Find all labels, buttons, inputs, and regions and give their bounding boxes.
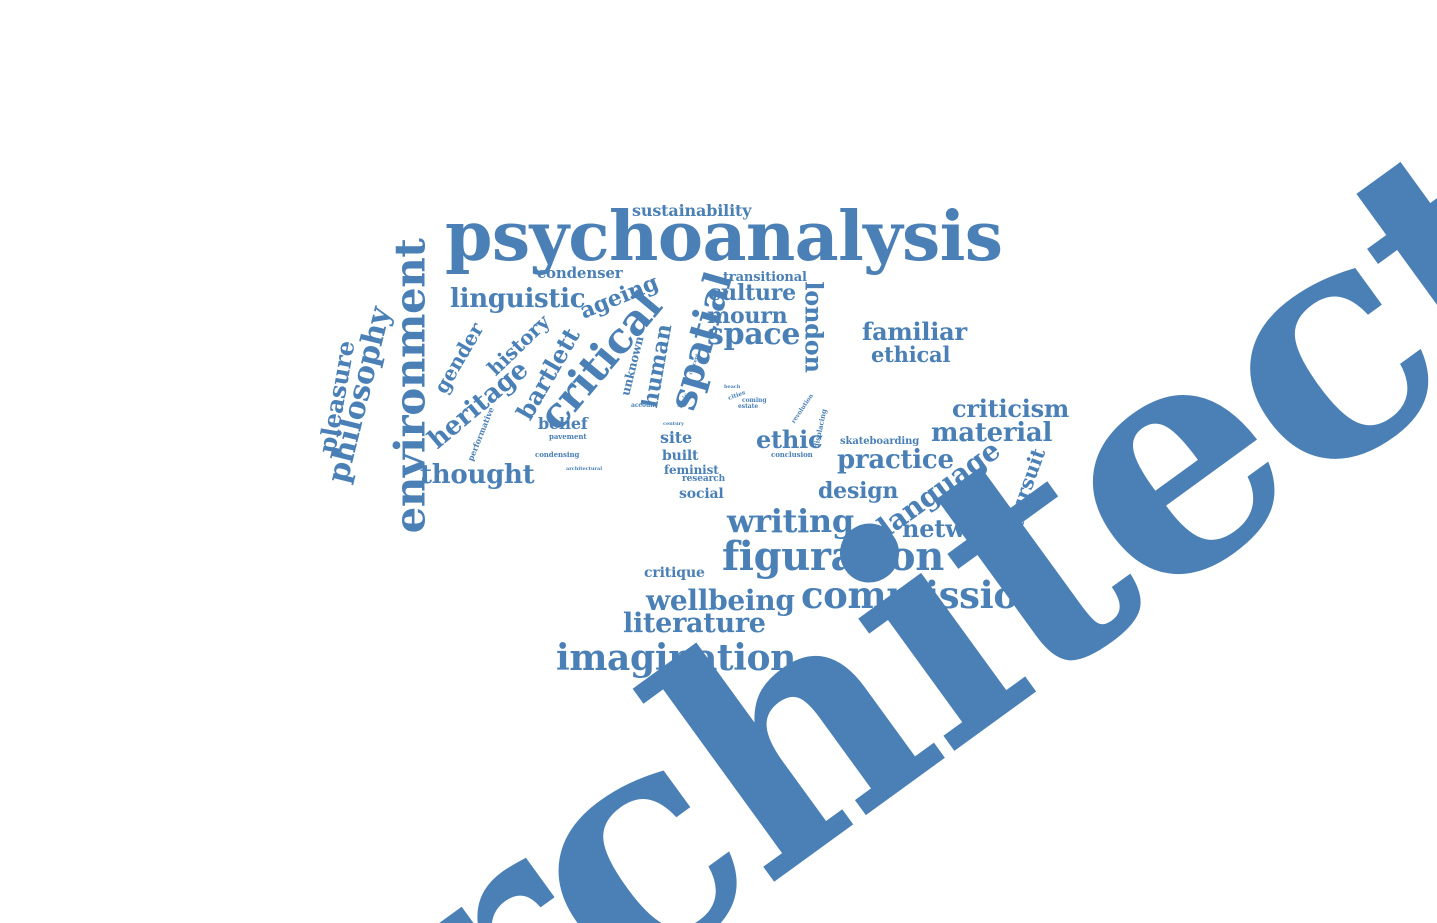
word-network: network [902,514,1011,543]
word-account: account [631,402,658,409]
word-design: design [818,478,899,504]
word-sustainability: sustainability [632,201,752,220]
word-architectural: architectural [566,466,603,472]
word-literature: literature [623,608,766,639]
word-belief: belief [538,414,588,433]
word-writing: writing [727,502,854,540]
word-site: site [660,428,693,447]
word-skateboarding: skateboarding [840,436,920,447]
word-commission: commission [801,573,1045,617]
word-displacing: displacing [811,408,829,449]
word-revolution: revolution [790,392,815,425]
word-social: social [679,486,724,502]
word-research: research [682,474,726,484]
word-transitional: transitional [723,270,807,285]
word-mourn: mourn [707,303,788,329]
word-pavement: pavement [549,432,587,441]
word-material: material [931,418,1053,448]
word-linguistic: linguistic [450,284,586,314]
word-environment: environment [385,238,435,534]
word-space: space [707,317,801,352]
word-imagination: imagination [556,637,796,679]
word-psychoanalysis: psychoanalysis [445,197,1003,277]
word-culture: culture [708,280,796,306]
word-wellbeing: wellbeing [646,584,795,617]
word-figuration: figuration [722,533,944,580]
word-feminist: feminist [664,463,719,477]
word-london: london [799,281,829,373]
word-condenser: condenser [537,264,623,282]
word-thought: thought [420,460,535,490]
word-condensing: condensing [535,450,580,459]
word-century: century [663,421,684,427]
word-beach: beach [724,384,741,390]
word-ethic: ethic [756,425,823,454]
word-conclusion: conclusion [771,450,813,459]
word-familiar: familiar [862,317,967,346]
word-practice: practice [837,445,954,475]
word-critique: critique [644,565,705,581]
word-coming: coming [742,397,767,404]
word-criticism: criticism [952,394,1070,423]
word-ethical: ethical [871,342,951,367]
word-estate: estate [738,403,759,410]
word-built: built [662,448,699,464]
